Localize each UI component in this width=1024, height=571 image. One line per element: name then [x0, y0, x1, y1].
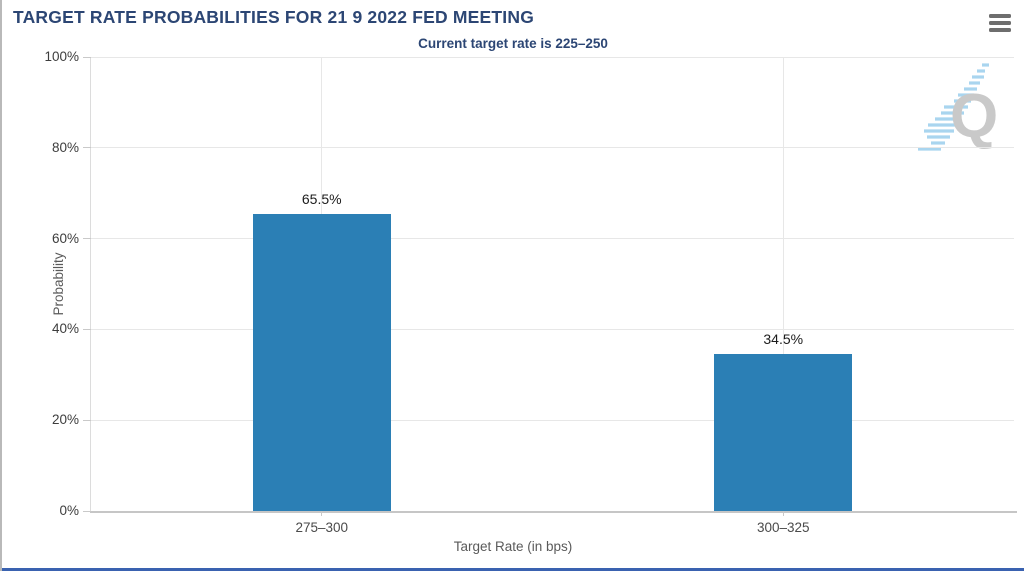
gridline-horizontal — [91, 147, 1014, 149]
y-tick-label: 80% — [51, 139, 79, 155]
y-tick-label: 100% — [44, 49, 79, 64]
y-tick-label: 0% — [59, 503, 79, 518]
hamburger-menu-icon[interactable] — [989, 14, 1011, 32]
gridline-horizontal — [91, 328, 1014, 330]
page-title: TARGET RATE PROBABILITIES FOR 21 9 2022 … — [13, 7, 535, 27]
plot-area: Probability Q 0% 20% 40 — [44, 49, 1017, 535]
bottom-accent-bar — [2, 568, 1024, 571]
x-tick-label: 300–325 — [756, 520, 810, 535]
bar-value-label: 34.5% — [763, 331, 804, 348]
x-axis-line — [90, 511, 1017, 513]
y-tick-label: 20% — [51, 412, 79, 428]
y-tick-label: 60% — [51, 230, 79, 246]
y-axis-tick — [83, 419, 91, 421]
probability-bar[interactable] — [252, 213, 391, 511]
y-axis-tick — [83, 328, 91, 330]
y-axis-tick — [83, 238, 91, 240]
gridline-horizontal — [91, 57, 1014, 58]
x-tick-label: 275–300 — [295, 520, 349, 535]
gridline-horizontal — [91, 238, 1014, 240]
probability-bar[interactable] — [714, 354, 853, 511]
bar-value-label: 65.5% — [301, 190, 342, 207]
x-axis-tick — [321, 511, 323, 516]
gridline-vertical — [782, 57, 784, 511]
gridline-horizontal — [91, 419, 1014, 421]
y-axis-tick — [83, 147, 91, 149]
y-axis-tick — [83, 510, 91, 512]
x-axis-tick — [782, 511, 784, 516]
y-tick-label: 40% — [51, 321, 79, 337]
chart-subtitle: Current target rate is 225–250 — [418, 36, 608, 51]
quikstrike-watermark-icon: Q — [918, 63, 998, 151]
x-axis-title: Target Rate (in bps) — [453, 539, 573, 554]
y-axis-tick — [83, 56, 91, 58]
watermark-letter: Q — [950, 82, 998, 151]
